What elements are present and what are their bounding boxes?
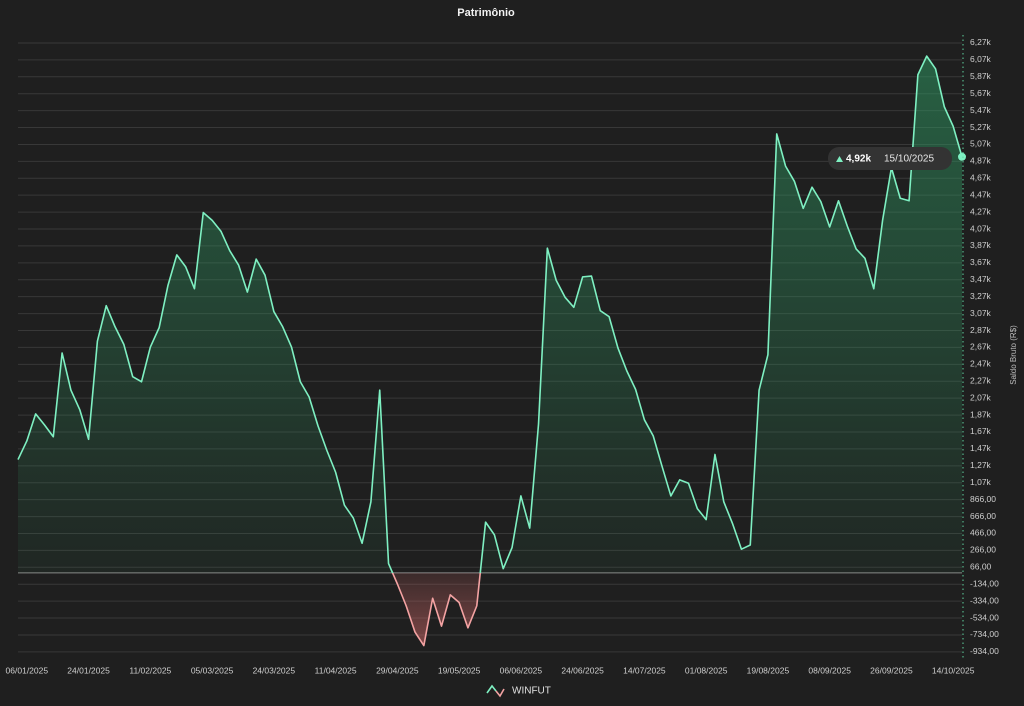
chart-title: Patrimônio <box>457 7 515 19</box>
tooltip-arrow <box>836 156 843 162</box>
y-tick-label: -534,00 <box>970 612 999 622</box>
y-tick-label: 5,67k <box>970 88 992 98</box>
y-tick-label: 3,87k <box>970 240 992 250</box>
x-tick-label: 11/04/2025 <box>315 665 357 675</box>
x-tick-label: 06/06/2025 <box>500 665 543 675</box>
x-tick-label: 29/04/2025 <box>376 665 419 675</box>
x-tick-label: 05/03/2025 <box>191 665 234 675</box>
y-tick-label: 2,87k <box>970 325 992 335</box>
x-tick-label: 24/06/2025 <box>561 665 604 675</box>
y-tick-label: 6,27k <box>970 37 992 47</box>
x-tick-label: 26/09/2025 <box>870 665 913 675</box>
y-tick-label: 2,67k <box>970 342 992 352</box>
y-tick-label: 3,27k <box>970 291 992 301</box>
x-tick-label: 24/01/2025 <box>67 665 110 675</box>
x-tick-label: 14/07/2025 <box>623 665 666 675</box>
y-tick-label: 4,47k <box>970 189 992 199</box>
series-line <box>17 55 963 647</box>
y-tick-label: 866,00 <box>970 494 996 504</box>
x-tick-label: 14/10/2025 <box>932 665 975 675</box>
tooltip-date: 15/10/2025 <box>884 154 934 165</box>
x-tick-label: 19/05/2025 <box>438 665 481 675</box>
y-tick-label: 4,87k <box>970 156 992 166</box>
y-tick-label: -734,00 <box>970 629 999 639</box>
plot <box>17 55 966 647</box>
y-tick-label: 2,27k <box>970 375 992 385</box>
y-tick-label: 5,47k <box>970 105 992 115</box>
y-tick-label: 66,00 <box>970 562 992 572</box>
y-tick-label: 4,07k <box>970 223 992 233</box>
y-tick-label: 1,87k <box>970 409 992 419</box>
y-tick-label: 1,67k <box>970 426 992 436</box>
y-tick-label: 666,00 <box>970 511 996 521</box>
y-tick-label: 4,27k <box>970 206 992 216</box>
y-tick-label: 4,67k <box>970 173 992 183</box>
x-tick-label: 01/08/2025 <box>685 665 728 675</box>
last-point-marker <box>958 152 966 161</box>
tooltip-value: 4,92k <box>846 154 871 165</box>
y-tick-label: -334,00 <box>970 595 999 605</box>
y-tick-label: 5,87k <box>970 71 992 81</box>
x-tick-label: 11/02/2025 <box>129 665 171 675</box>
y-tick-label: -934,00 <box>970 646 999 656</box>
legend-icon-down <box>495 688 505 698</box>
axis: -934,00 -734,00 -534,00 -334,00 -134,00 66,00… <box>6 35 999 675</box>
x-tick-label: 06/01/2025 <box>6 665 49 675</box>
tooltip-box <box>828 147 952 170</box>
y-tick-label: 1,47k <box>970 443 992 453</box>
y-tick-label: 3,67k <box>970 257 992 267</box>
y-tick-label: 5,07k <box>970 139 992 149</box>
y-tick-label: 2,07k <box>970 392 992 402</box>
y-tick-label: 5,27k <box>970 122 992 132</box>
legend[interactable]: WINFUT <box>486 684 551 698</box>
x-tick-label: 19/08/2025 <box>747 665 790 675</box>
y-axis-title: Saldo Bruto (R$) <box>1009 325 1018 385</box>
y-tick-label: 3,07k <box>970 308 992 318</box>
y-tick-label: 466,00 <box>970 528 996 538</box>
y-tick-label: 1,07k <box>970 477 992 487</box>
y-tick-label: 266,00 <box>970 545 996 555</box>
y-tick-label: 1,27k <box>970 460 992 470</box>
x-tick-label: 24/03/2025 <box>253 665 296 675</box>
area-fill <box>18 56 962 646</box>
legend-icon-up <box>486 684 497 694</box>
y-tick-label: 2,47k <box>970 359 992 369</box>
legend-label[interactable]: WINFUT <box>512 686 551 697</box>
y-tick-label: -134,00 <box>970 578 999 588</box>
tooltip: 4,92k 15/10/2025 <box>828 147 952 170</box>
y-tick-label: 3,47k <box>970 274 992 284</box>
y-tick-label: 6,07k <box>970 54 992 64</box>
x-tick-label: 08/09/2025 <box>808 665 851 675</box>
